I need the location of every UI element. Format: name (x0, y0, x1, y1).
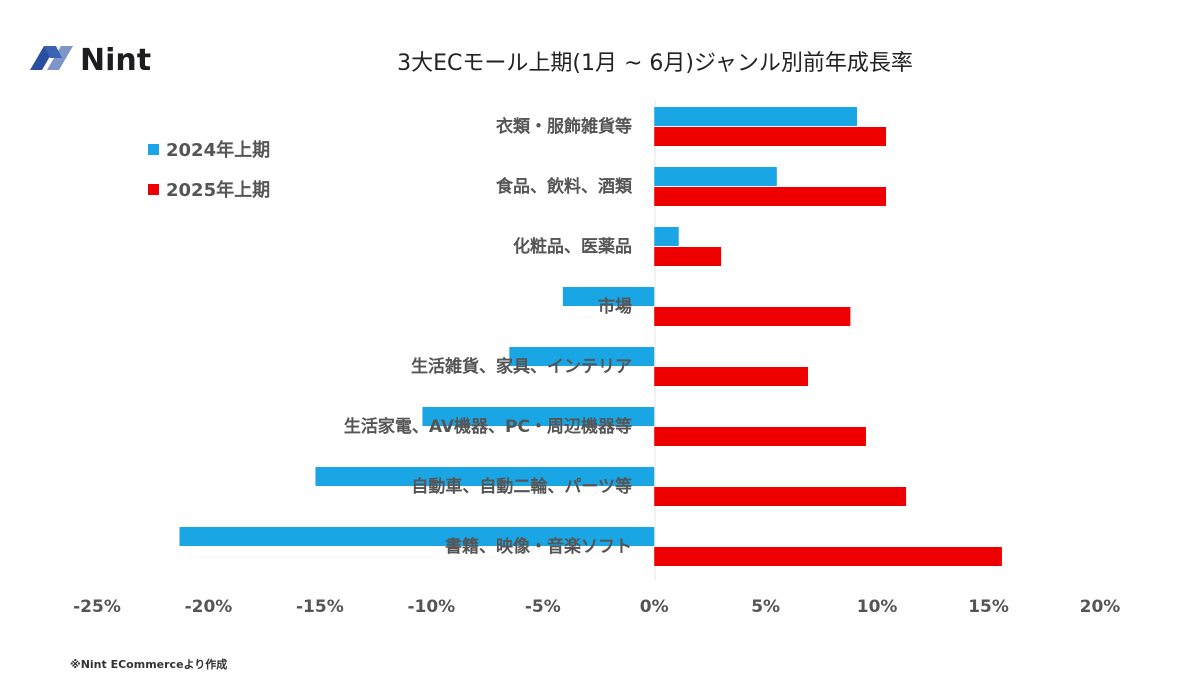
bar-2025-5 (654, 427, 866, 446)
legend-label: 2024年上期 (166, 139, 270, 161)
x-tick-label: -10% (407, 597, 455, 617)
logo-mark-mid (44, 46, 62, 58)
x-tick-label: 20% (1080, 597, 1121, 617)
bar-2024-7 (179, 527, 655, 546)
bar-2025-7 (654, 547, 1002, 566)
legend-label: 2025年上期 (166, 179, 270, 201)
bar-2024-2 (654, 227, 679, 246)
bar-2025-0 (654, 127, 887, 146)
nint-logo: Nint (30, 43, 151, 78)
bar-2025-1 (654, 187, 887, 206)
x-tick-label: -25% (73, 597, 121, 617)
bar-2025-3 (654, 307, 851, 326)
category-label: 化粧品、医薬品 (513, 236, 632, 257)
bar-2024-6 (315, 467, 655, 486)
legend-swatch (148, 184, 159, 195)
bar-2024-3 (562, 287, 655, 306)
category-label: 生活家電、AV機器、PC・周辺機器等 (344, 416, 632, 437)
x-tick-label: 10% (857, 597, 898, 617)
x-tick-label: -5% (525, 597, 561, 617)
bar-2025-6 (654, 487, 907, 506)
x-tick-label: -15% (296, 597, 344, 617)
chart-title: 3大ECモール上期(1月 ~ 6月)ジャンル別前年成長率 (397, 51, 913, 76)
bar-2025-2 (654, 247, 722, 266)
bar-2024-4 (509, 347, 655, 366)
category-label: 衣類・服飾雑貨等 (496, 116, 632, 137)
bar-2024-1 (654, 167, 777, 186)
legend-swatch (148, 144, 159, 155)
x-tick-label: 15% (968, 597, 1009, 617)
x-tick-label: 5% (751, 597, 780, 617)
bar-2024-0 (654, 107, 858, 126)
bar-2025-4 (654, 367, 809, 386)
category-label: 自動車、自動二輪、パーツ等 (411, 476, 632, 497)
category-label: 市場 (598, 296, 632, 317)
category-label: 食品、飲料、酒類 (496, 176, 633, 197)
x-tick-label: 0% (640, 597, 669, 617)
source-note: ※Nint ECommerceより作成 (70, 657, 227, 671)
bar-2024-5 (422, 407, 655, 426)
category-label: 生活雑貨、家具、インテリア (411, 356, 632, 377)
x-tick-label: -20% (185, 597, 233, 617)
logo-text: Nint (80, 43, 151, 78)
category-label: 書籍、映像・音楽ソフト (445, 536, 632, 557)
